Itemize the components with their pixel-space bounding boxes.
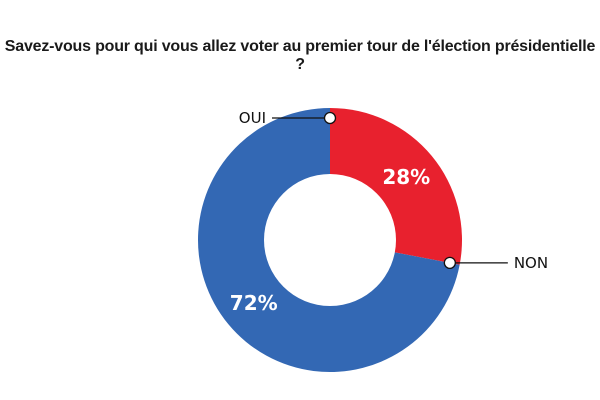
marker-oui [323,111,337,125]
marker-non [443,256,456,270]
category-label-oui: OUI [239,109,266,127]
data-label-oui: 72% [230,291,278,315]
data-label-non: 28% [382,165,430,189]
donut-hole [264,174,396,306]
category-label-non: NON [514,254,548,272]
chart-title: Savez-vous pour qui vous allez voter au … [4,38,596,73]
